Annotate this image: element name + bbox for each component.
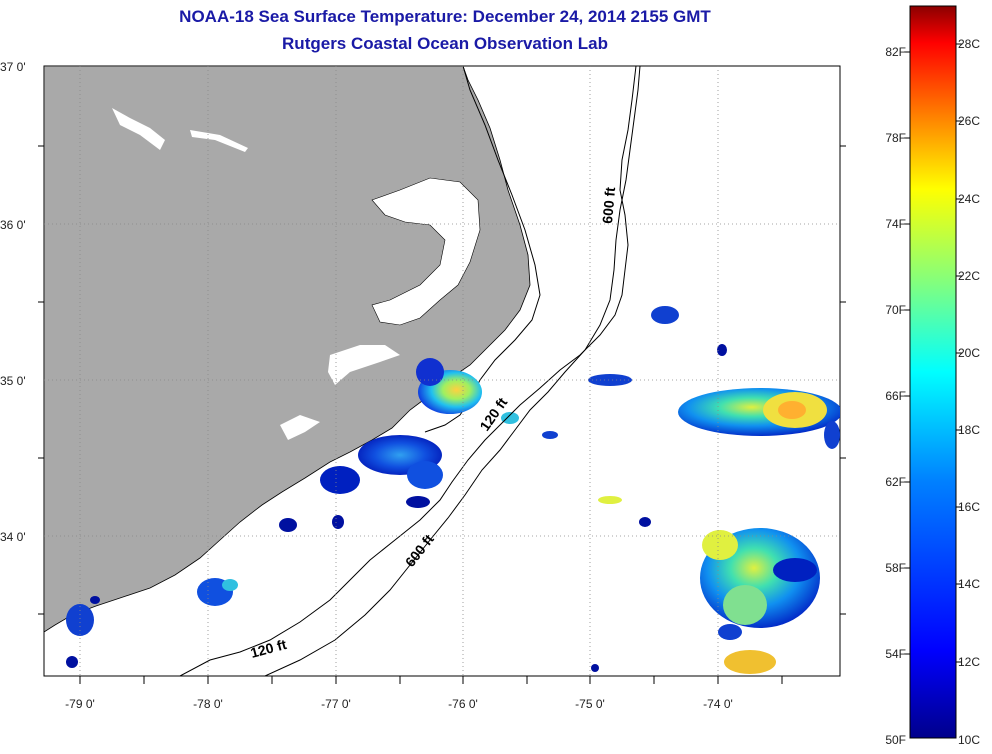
lon-label-75: -75 0' xyxy=(575,697,605,711)
river-inlet-4 xyxy=(280,415,320,440)
colorbar-label-10c: 10C xyxy=(958,733,981,747)
river-inlet-2 xyxy=(190,130,248,152)
lon-label-74: -74 0' xyxy=(703,697,733,711)
colorbar-label-70f: 70F xyxy=(885,303,906,317)
colorbar-ticks xyxy=(904,43,962,663)
colorbar-label-82f: 82F xyxy=(885,45,906,59)
contour-120ft xyxy=(179,66,637,676)
colorbar-label-12c: 12C xyxy=(958,655,981,669)
lat-label-35: 35 0' xyxy=(0,374,26,388)
lon-label-77: -77 0' xyxy=(321,697,351,711)
colorbar-label-78f: 78F xyxy=(885,131,906,145)
pamlico-sound xyxy=(371,177,481,326)
contour-label-600-north: 600 ft xyxy=(599,186,618,224)
contour-600ft xyxy=(264,66,641,676)
colorbar-label-74f: 74F xyxy=(885,217,906,231)
lat-label-37: 37 0' xyxy=(0,60,26,74)
colorbar-label-14c: 14C xyxy=(958,577,981,591)
map-title: NOAA-18 Sea Surface Temperature: Decembe… xyxy=(179,7,711,26)
sst-patches xyxy=(66,306,840,674)
graticule xyxy=(44,66,840,676)
colorbar-label-54f: 54F xyxy=(885,647,906,661)
lat-label-34: 34 0' xyxy=(0,530,26,544)
colorbar xyxy=(909,5,957,739)
lat-label-36: 36 0' xyxy=(0,218,26,232)
lon-label-78: -78 0' xyxy=(193,697,223,711)
axis-ticks xyxy=(38,145,846,684)
colorbar-label-22c: 22C xyxy=(958,269,981,283)
river-inlet-1 xyxy=(112,108,165,150)
colorbar-label-24c: 24C xyxy=(958,192,981,206)
river-inlet-3 xyxy=(328,345,400,385)
colorbar-label-18c: 18C xyxy=(958,423,981,437)
colorbar-label-26c: 26C xyxy=(958,114,981,128)
colorbar-label-66f: 66F xyxy=(885,389,906,403)
lon-label-76: -76 0' xyxy=(448,697,478,711)
colorbar-label-58f: 58F xyxy=(885,561,906,575)
lon-label-79: -79 0' xyxy=(65,697,95,711)
colorbar-label-28c: 28C xyxy=(958,37,981,51)
colorbar-label-16c: 16C xyxy=(958,500,981,514)
map-subtitle: Rutgers Coastal Ocean Observation Lab xyxy=(282,34,608,53)
colorbar-label-62f: 62F xyxy=(885,475,906,489)
colorbar-label-20c: 20C xyxy=(958,346,981,360)
colorbar-label-50f: 50F xyxy=(885,733,906,747)
